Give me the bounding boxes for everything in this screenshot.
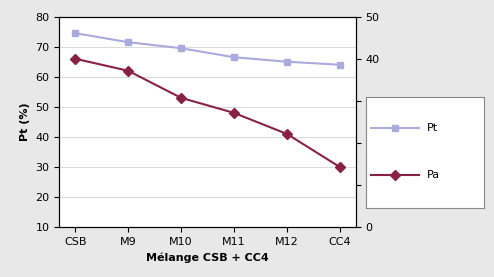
Pt bbox=[125, 40, 131, 44]
Pa bbox=[72, 57, 78, 60]
Line: Pa: Pa bbox=[72, 55, 343, 170]
Pt bbox=[284, 60, 290, 63]
Pa bbox=[337, 165, 343, 169]
Pt bbox=[337, 63, 343, 66]
Pa bbox=[284, 132, 290, 135]
Pt bbox=[178, 47, 184, 50]
Text: Pt: Pt bbox=[427, 123, 438, 133]
X-axis label: Mélange CSB + CC4: Mélange CSB + CC4 bbox=[146, 252, 269, 263]
Pa bbox=[231, 111, 237, 114]
Y-axis label: Pa (%): Pa (%) bbox=[385, 102, 395, 142]
Pt bbox=[231, 56, 237, 59]
Pa bbox=[178, 96, 184, 99]
Pa bbox=[125, 69, 131, 72]
Text: Pa: Pa bbox=[427, 170, 440, 179]
Pt bbox=[72, 32, 78, 35]
Line: Pt: Pt bbox=[72, 30, 343, 68]
Y-axis label: Pt (%): Pt (%) bbox=[20, 102, 30, 141]
